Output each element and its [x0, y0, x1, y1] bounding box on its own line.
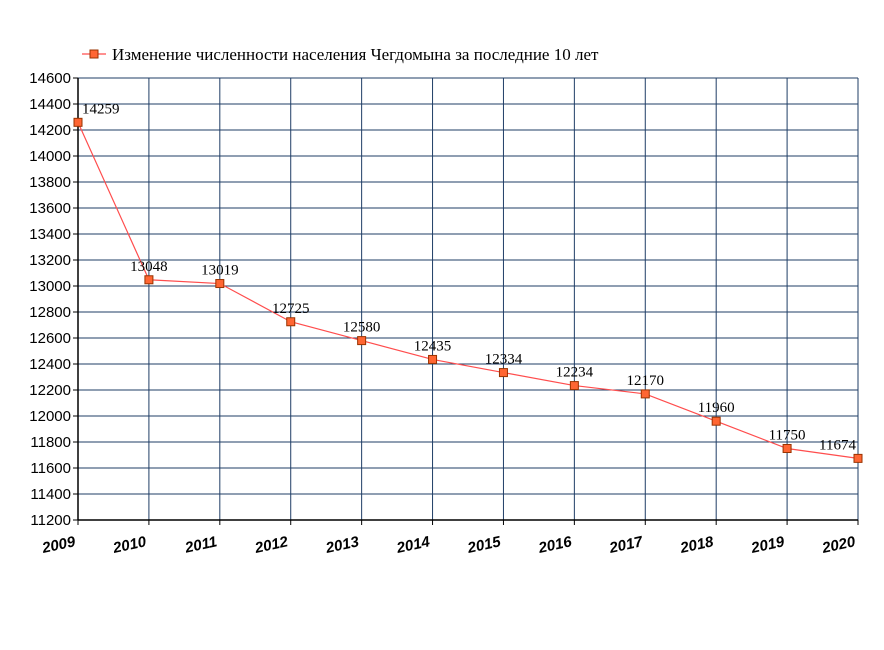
data-point-marker: [853, 453, 863, 463]
data-point-marker: [357, 336, 367, 346]
axes: [73, 77, 859, 525]
x-tick-label: 2009: [40, 533, 78, 557]
y-tick-label: 11600: [30, 460, 71, 477]
y-tick-label: 13200: [29, 252, 71, 269]
y-tick-label: 12600: [29, 330, 71, 347]
x-axis-ticks: 2009 2010 2011 2012 2013 2014 2015 2016 2017 2018…: [40, 533, 858, 557]
data-point-marker: [569, 381, 579, 391]
y-tick-label: 14600: [29, 70, 71, 87]
legend-label: Изменение численности населения Чегдомын…: [112, 45, 599, 64]
data-label: 12580: [343, 320, 381, 336]
data-label: 12170: [627, 373, 665, 389]
y-tick-label: 12400: [29, 356, 71, 373]
data-point-marker: [286, 317, 296, 327]
y-tick-label: 13600: [29, 200, 71, 217]
x-tick-label: 2015: [465, 533, 503, 557]
data-point-marker: [73, 117, 83, 127]
series: [73, 117, 863, 463]
data-point-marker: [498, 368, 508, 378]
data-labels: 14259 13048 13019 12725 12580 12435 12334 12234…: [82, 101, 856, 453]
data-point-marker: [640, 389, 650, 399]
data-label: 11750: [769, 428, 806, 444]
data-label: 13048: [130, 259, 168, 275]
data-point-marker: [782, 444, 792, 453]
series-line: [77, 122, 859, 459]
legend: Изменение численности населения Чегдомын…: [82, 45, 599, 64]
grid: [77, 77, 859, 521]
y-tick-label: 12800: [29, 304, 71, 321]
data-point-marker: [428, 354, 438, 364]
data-label: 12435: [414, 338, 452, 354]
y-tick-label: 11200: [30, 512, 71, 529]
data-label: 12725: [272, 301, 310, 317]
y-axis-ticks: 11200 11400 11600 11800 12000 12200 12400 12600…: [29, 70, 71, 529]
data-label: 12234: [556, 365, 594, 381]
x-tick-label: 2016: [536, 533, 574, 557]
y-tick-label: 13400: [29, 226, 71, 243]
data-label: 11960: [698, 400, 735, 416]
y-tick-label: 12200: [29, 382, 71, 399]
x-tick-label: 2017: [607, 533, 645, 557]
data-label: 12334: [485, 352, 523, 368]
x-tick-label: 2019: [749, 533, 787, 557]
data-point-marker: [144, 275, 154, 285]
y-tick-label: 13800: [29, 174, 71, 191]
x-tick-label: 2018: [678, 533, 716, 557]
x-tick-label: 2013: [323, 533, 361, 557]
legend-marker: [89, 49, 99, 59]
y-tick-label: 12000: [29, 408, 71, 425]
data-label: 11674: [819, 437, 856, 453]
x-tick-label: 2020: [820, 533, 858, 557]
x-tick-label: 2011: [183, 533, 219, 557]
y-tick-label: 11400: [30, 486, 71, 503]
x-tick-label: 2012: [252, 533, 290, 557]
y-tick-label: 14200: [29, 122, 71, 139]
x-tick-label: 2014: [394, 533, 432, 557]
data-point-marker: [711, 416, 721, 426]
y-tick-label: 14400: [29, 96, 71, 113]
data-label: 14259: [82, 101, 120, 117]
y-tick-label: 11800: [30, 434, 71, 451]
x-tick-label: 2010: [111, 533, 149, 557]
data-point-marker: [215, 279, 225, 289]
y-tick-label: 14000: [29, 148, 71, 165]
y-tick-label: 13000: [29, 278, 71, 295]
data-label: 13019: [201, 263, 239, 279]
